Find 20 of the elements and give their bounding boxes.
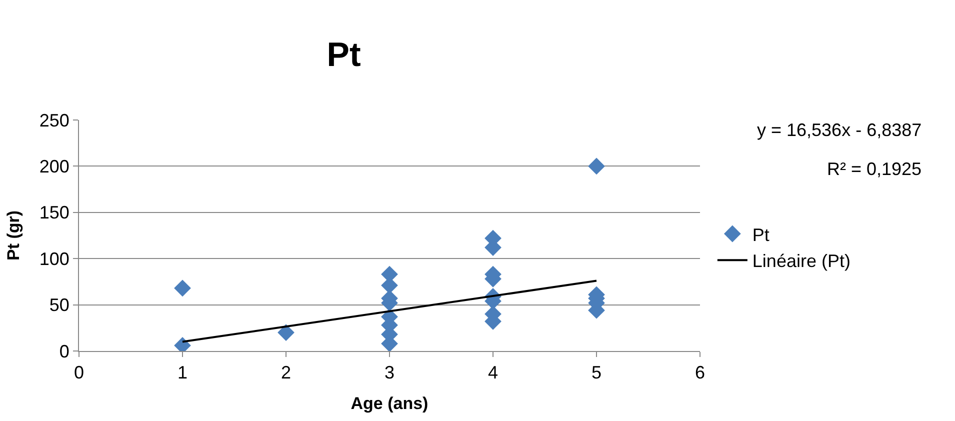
legend-label: Linéaire (Pt) bbox=[752, 251, 850, 272]
x-tick-label: 3 bbox=[384, 362, 395, 383]
y-tick-label: 150 bbox=[39, 202, 70, 223]
y-tick-label: 250 bbox=[39, 110, 70, 130]
y-tick-label: 100 bbox=[39, 248, 70, 269]
x-tick-label: 4 bbox=[488, 362, 498, 383]
x-tick-label: 2 bbox=[280, 362, 292, 383]
y-tick-label: 0 bbox=[59, 341, 70, 362]
x-tick-label: 0 bbox=[74, 362, 84, 383]
y-tick-label: 200 bbox=[39, 156, 70, 176]
chart-title: Pt bbox=[326, 36, 361, 74]
y-axis-title: Pt (gr) bbox=[4, 210, 23, 261]
x-tick-label: 5 bbox=[591, 362, 602, 383]
text: R² = 0,1925 bbox=[827, 159, 922, 179]
x-axis-title: Age (ans) bbox=[350, 394, 428, 413]
x-tick-label: 6 bbox=[694, 362, 706, 383]
y-tick-label: 50 bbox=[49, 295, 70, 316]
legend-label: Pt bbox=[752, 224, 770, 245]
x-tick-label: 1 bbox=[177, 362, 188, 383]
text: y = 16,536x - 6,8387 bbox=[757, 120, 922, 140]
